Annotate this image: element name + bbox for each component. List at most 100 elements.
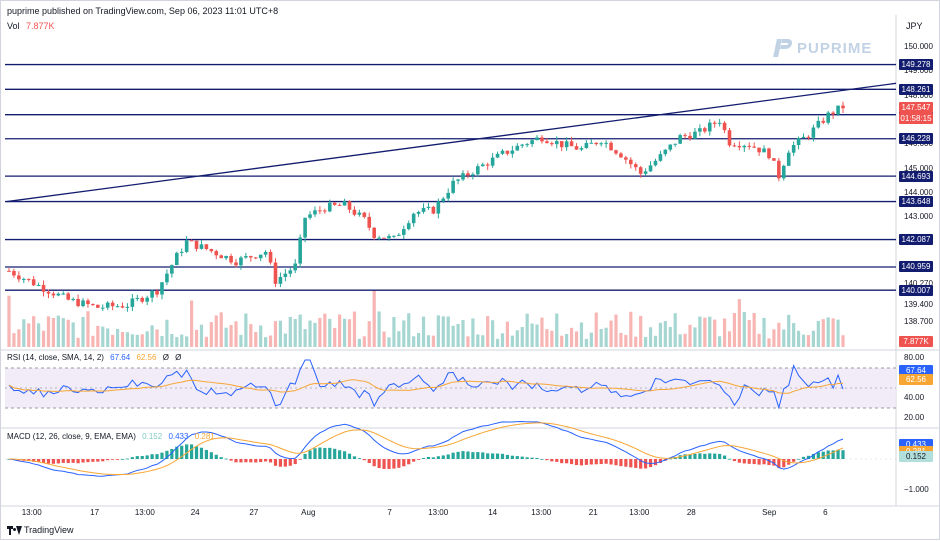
volume-bar	[27, 323, 31, 347]
macd-hist-bar	[111, 459, 115, 460]
volume-bar	[288, 316, 292, 347]
candle-body	[436, 201, 441, 214]
macd-hist-bar	[234, 459, 238, 463]
macd-hist-bar	[155, 454, 159, 459]
macd-hist-bar	[841, 450, 845, 459]
time-axis-label: 27	[249, 508, 259, 517]
volume-bar	[382, 331, 386, 347]
volume-bar	[673, 313, 677, 347]
macd-hist-bar	[96, 459, 100, 462]
candle-body	[110, 302, 115, 307]
tradingview-brand: TradingView	[7, 525, 74, 535]
candle-body	[485, 164, 490, 166]
candle-body	[140, 297, 145, 302]
candle-body	[145, 297, 149, 302]
candle-body	[377, 237, 381, 239]
macd-hist-bar	[402, 459, 406, 467]
volume-bar	[495, 338, 500, 347]
macd-hist-bar	[308, 450, 312, 459]
candle-body	[130, 298, 135, 307]
candle-body	[327, 202, 332, 212]
macd-hist-bar	[451, 452, 455, 459]
macd-hist-bar	[278, 459, 283, 467]
candle-body	[7, 270, 11, 272]
volume-bar	[648, 327, 653, 347]
level-tag: 140.959	[899, 261, 933, 273]
candle-body	[791, 145, 796, 153]
volume-bar	[224, 327, 228, 347]
candle-body	[91, 304, 95, 306]
macd-hist-bar	[683, 454, 687, 459]
volume-bar	[41, 330, 46, 347]
price-axis-label: 149.000	[904, 66, 933, 76]
candle-body	[545, 141, 549, 144]
currency-label: JPY	[906, 21, 923, 31]
candle-body	[362, 212, 367, 217]
volume-bar	[525, 313, 529, 347]
volume-bar	[811, 330, 815, 347]
volume-bar	[796, 330, 801, 347]
candle-body	[451, 180, 455, 193]
level-tag: 140.007	[899, 284, 933, 296]
volume-bar	[165, 319, 169, 347]
macd-hist-bar	[446, 454, 450, 459]
candle-body	[411, 213, 416, 224]
candle-body	[683, 135, 687, 137]
candle-body	[36, 284, 41, 286]
candle-body	[673, 143, 678, 145]
candle-body	[757, 147, 761, 153]
macd-hist-bar	[732, 459, 737, 462]
candle-body	[56, 293, 61, 296]
macd-hist-bar	[244, 459, 248, 463]
candle-body	[643, 171, 648, 174]
candle-body	[66, 293, 71, 300]
macd-hist-bar	[328, 447, 332, 459]
candle-body	[441, 198, 446, 202]
macd-hist-bar	[599, 459, 603, 465]
candle-body	[308, 214, 312, 218]
volume-bar	[76, 337, 80, 347]
candle-body	[194, 240, 199, 249]
volume-bar	[841, 335, 845, 347]
volume-bar	[308, 320, 312, 347]
volume-bar	[693, 327, 697, 347]
candle-body	[105, 302, 110, 308]
candle-body	[801, 136, 806, 139]
macd-hist-bar	[658, 459, 663, 463]
candle-body	[599, 143, 603, 145]
macd-hist-bar	[323, 447, 327, 459]
candle-body	[505, 150, 510, 154]
volume-bar	[782, 329, 786, 347]
candle-body	[337, 204, 342, 206]
candle-body	[76, 298, 80, 307]
candle-body	[747, 145, 752, 147]
candle-body	[707, 122, 712, 132]
volume-bar	[727, 331, 732, 347]
volume-bar	[51, 317, 56, 347]
volume-bar	[540, 317, 544, 347]
volume-bar	[239, 334, 243, 347]
volume-bar	[579, 322, 584, 347]
macd-hist-bar	[264, 459, 268, 462]
macd-hist-bar	[180, 445, 184, 459]
candle-body	[421, 207, 426, 212]
volume-bar	[22, 319, 26, 347]
macd-hist-bar	[747, 459, 751, 464]
macd-signal-value: 0.281	[194, 432, 215, 441]
volume-bar	[599, 329, 603, 347]
candle-body	[263, 251, 268, 255]
macd-hist-bar	[555, 459, 559, 462]
volume-bar	[412, 336, 416, 347]
macd-hist-bar	[816, 452, 820, 459]
macd-hist-bar	[41, 459, 46, 463]
volume-bar	[244, 313, 248, 347]
volume-legend: Vol 7.877K	[7, 21, 55, 31]
volume-bar	[752, 312, 756, 347]
candle-body	[841, 105, 845, 109]
volume-bar	[397, 331, 401, 347]
macd-hist-bar	[288, 459, 292, 466]
volume-bar	[836, 319, 840, 347]
candle-body	[628, 159, 633, 165]
macd-hist-bar	[298, 459, 302, 460]
